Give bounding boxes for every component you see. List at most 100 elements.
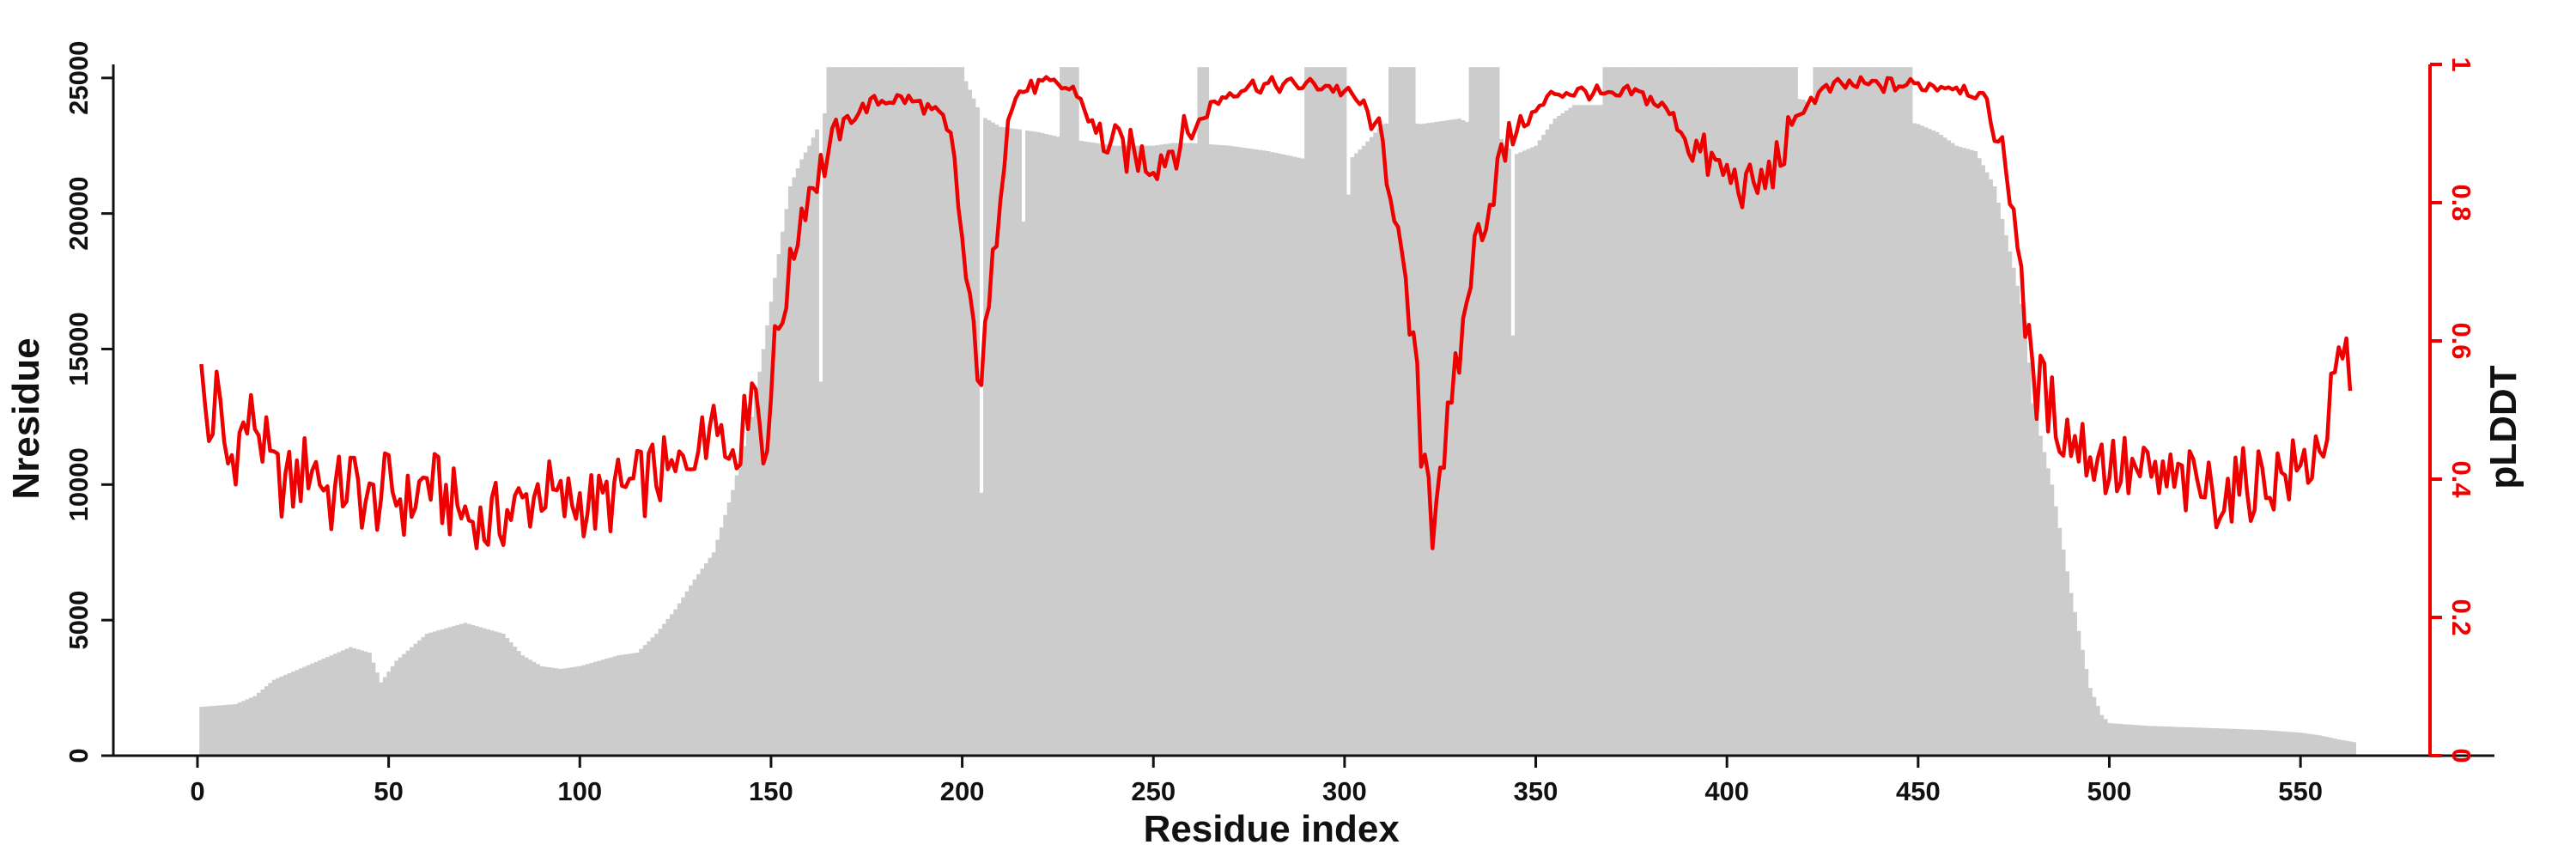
nresidue-bar	[1144, 145, 1148, 756]
nresidue-bar	[543, 666, 548, 756]
x-axis-title: Residue index	[1144, 808, 1400, 850]
nresidue-bar	[1992, 186, 1997, 756]
nresidue-bar	[1327, 67, 1332, 756]
x-tick-label: 500	[2087, 776, 2132, 806]
x-tick-label: 200	[940, 776, 985, 806]
nresidue-bar	[2065, 571, 2070, 756]
nresidue-bar	[1912, 123, 1917, 756]
nresidue-bar	[547, 667, 552, 756]
nresidue-bar	[1277, 153, 1282, 757]
nresidue-bar	[536, 664, 540, 756]
nresidue-bar	[1365, 141, 1370, 756]
nresidue-bar	[1285, 155, 1290, 756]
nresidue-bar	[2283, 731, 2287, 756]
y-right-tick-label: 0.6	[2446, 322, 2476, 359]
nresidue-bar	[2038, 435, 2043, 756]
nresidue-bar	[849, 67, 854, 756]
nresidue-bar	[921, 67, 927, 756]
nresidue-bar	[1029, 131, 1034, 756]
nresidue-bar	[226, 704, 231, 756]
nresidue-bar	[769, 301, 774, 757]
nresidue-bar	[608, 657, 613, 756]
nresidue-bar	[631, 653, 636, 756]
nresidue-bar	[684, 591, 690, 756]
nresidue-bar	[368, 653, 372, 756]
nresidue-bar	[658, 629, 663, 756]
nresidue-bar	[1105, 144, 1110, 756]
nresidue-bar	[941, 67, 945, 756]
nresidue-bar	[1771, 67, 1776, 756]
nresidue-bar	[1813, 67, 1818, 756]
nresidue-bar	[1905, 67, 1909, 756]
nresidue-bar	[1947, 140, 1951, 756]
nresidue-bar	[1702, 67, 1706, 756]
x-tick-label: 250	[1131, 776, 1176, 806]
nresidue-bar	[2218, 728, 2223, 756]
nresidue-bar	[1121, 145, 1126, 756]
nresidue-bar	[1044, 134, 1049, 756]
nresidue-bar	[1698, 67, 1703, 756]
nresidue-bar	[2207, 727, 2211, 756]
nresidue-bar	[1732, 67, 1737, 756]
nresidue-bar	[1040, 132, 1045, 757]
nresidue-bar	[1801, 100, 1806, 757]
nresidue-bar	[750, 416, 755, 756]
nresidue-bar	[929, 67, 934, 756]
nresidue-bar	[440, 629, 445, 756]
nresidue-bar	[1954, 145, 1959, 756]
nresidue-bar	[1682, 67, 1687, 756]
nresidue-bar	[295, 670, 300, 756]
nresidue-bar	[1583, 105, 1588, 757]
nresidue-bar	[1097, 143, 1103, 756]
nresidue-bar	[1599, 105, 1603, 757]
nresidue-bar	[1224, 145, 1229, 756]
nresidue-bar	[410, 647, 414, 756]
nresidue-bar	[1613, 67, 1619, 756]
nresidue-bar	[1423, 123, 1427, 756]
nresidue-bar	[818, 381, 823, 756]
nresidue-bar	[642, 645, 647, 756]
nresidue-bar	[692, 579, 697, 756]
nresidue-bar	[2210, 727, 2215, 756]
nresidue-bar	[639, 648, 644, 756]
nresidue-bar	[1832, 67, 1837, 756]
nresidue-bar	[2294, 732, 2300, 756]
nresidue-bar	[1679, 67, 1684, 756]
nresidue-bar	[1759, 67, 1764, 756]
nresidue-bar	[1644, 67, 1649, 756]
nresidue-bar	[256, 692, 261, 756]
nresidue-bar	[1847, 67, 1852, 756]
nresidue-bar	[1242, 148, 1248, 757]
nresidue-bar	[2229, 728, 2234, 756]
nresidue-bar	[689, 585, 693, 756]
nresidue-bar	[1973, 151, 1978, 756]
nresidue-bar	[620, 654, 624, 756]
nresidue-bar	[597, 660, 602, 756]
nresidue-bar	[2291, 732, 2295, 756]
nresidue-bar	[471, 624, 476, 756]
nresidue-bar	[2241, 729, 2245, 756]
nresidue-bar	[956, 67, 961, 756]
nresidue-bar	[1334, 67, 1340, 756]
nresidue-bar	[815, 129, 819, 756]
nresidue-bar	[371, 662, 376, 756]
nresidue-bar	[1828, 67, 1832, 756]
nresidue-bar	[1323, 67, 1328, 756]
nresidue-bar	[1228, 145, 1232, 756]
nresidue-bar	[1205, 67, 1210, 756]
nresidue-bar	[2103, 719, 2108, 756]
nresidue-bar	[1339, 67, 1343, 756]
nresidue-bar	[271, 679, 276, 756]
nresidue-bar	[1186, 143, 1190, 757]
nresidue-bar	[1610, 67, 1615, 756]
nresidue-bar	[1591, 105, 1595, 757]
nresidue-bar	[811, 137, 816, 757]
nresidue-bar	[902, 67, 908, 756]
nresidue-bar	[210, 706, 216, 756]
nresidue-bar	[2134, 725, 2139, 756]
nresidue-bar	[1962, 148, 1966, 757]
nresidue-bar	[1247, 148, 1252, 757]
nresidue-bar	[520, 655, 525, 756]
nresidue-bar	[2061, 550, 2066, 756]
